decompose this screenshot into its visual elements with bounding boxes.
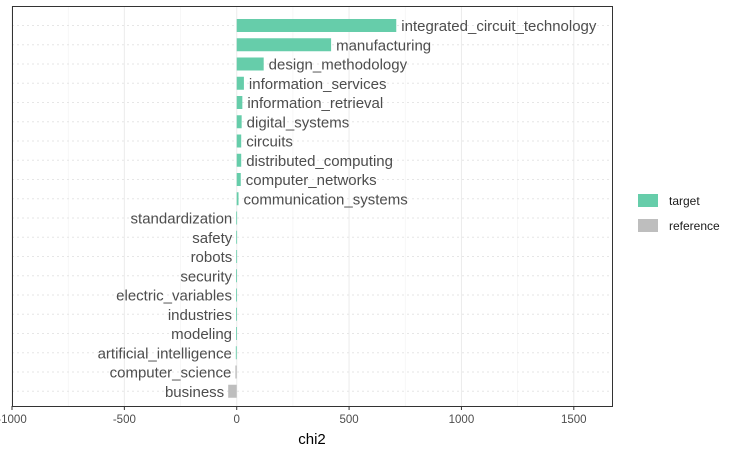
bar-industries: [236, 307, 237, 321]
legend: target reference: [638, 188, 720, 238]
bar-manufacturing: [236, 38, 332, 52]
x-tick-label: -500: [113, 414, 136, 426]
bar-label: standardization: [131, 211, 233, 228]
x-tick-label: 500: [339, 414, 358, 426]
bar-integrated-circuit-technology: [236, 19, 397, 32]
x-tick-label: -1000: [0, 414, 27, 426]
bar-label: design_methodology: [269, 57, 408, 74]
x-axis-ticks: -1000 -500 0 500 1000 1500: [0, 406, 587, 426]
x-tick-label: 0: [234, 414, 240, 426]
bar-information-services: [236, 76, 244, 90]
bar-robots: [236, 250, 238, 263]
bar-label: digital_systems: [247, 114, 350, 131]
legend-key-target: [638, 194, 658, 207]
bar-label: distributed_computing: [246, 153, 393, 170]
bar-label: industries: [168, 307, 232, 324]
bar-distributed-computing: [236, 153, 242, 167]
legend-item-reference: reference: [638, 213, 720, 238]
bar-computer-networks: [236, 173, 241, 186]
bar-label: communication_systems: [244, 191, 408, 208]
bar-electric-variables: [236, 288, 237, 302]
bar-label: integrated_circuit_technology: [401, 18, 597, 35]
bar-label: modeling: [171, 326, 232, 343]
bar-label: robots: [191, 249, 233, 266]
bar-standardization: [236, 211, 238, 225]
legend-key-reference: [638, 219, 658, 232]
legend-label-reference: reference: [669, 218, 720, 233]
x-axis-label: chi2: [298, 431, 326, 448]
bar-label: safety: [192, 230, 233, 247]
bar-circuits: [236, 134, 242, 148]
legend-item-target: target: [638, 188, 720, 213]
bar-label: information_services: [249, 76, 387, 93]
bar-label: information_retrieval: [247, 95, 383, 112]
bar-artificial-intelligence: [235, 346, 237, 360]
bar-label: electric_variables: [116, 288, 232, 305]
bar-business: [228, 384, 237, 398]
x-tick-label: 1500: [561, 414, 587, 426]
bar-label: security: [180, 268, 232, 285]
bar-label: computer_networks: [246, 172, 377, 189]
legend-label-target: target: [669, 193, 700, 208]
bars: [228, 19, 397, 398]
bar-security: [236, 269, 237, 283]
bar-modeling: [236, 327, 237, 340]
panel-border: [12, 6, 613, 407]
bar-safety: [236, 230, 238, 244]
bar-digital-systems: [236, 115, 242, 129]
bar-computer-science: [235, 365, 237, 379]
bar-labels: integrated_circuit_technology manufacturi…: [98, 18, 597, 401]
bar-label: artificial_intelligence: [98, 345, 232, 362]
bar-communication-systems: [236, 192, 239, 206]
bar-label: circuits: [246, 134, 293, 151]
x-tick-label: 1000: [449, 414, 475, 426]
bar-information-retrieval: [236, 96, 243, 109]
bar-label: computer_science: [110, 365, 232, 382]
bar-label: manufacturing: [336, 37, 431, 54]
bar-label: business: [165, 384, 224, 401]
bar-design-methodology: [236, 57, 264, 71]
